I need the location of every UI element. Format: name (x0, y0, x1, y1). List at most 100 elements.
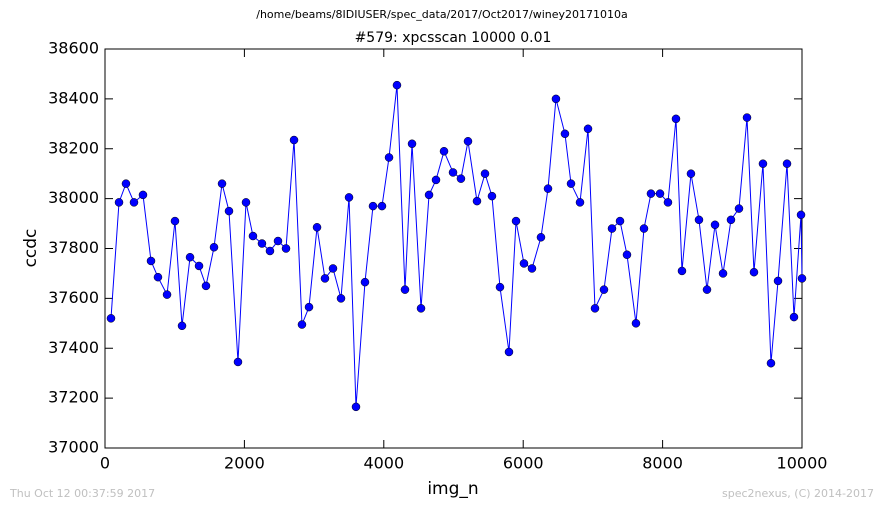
x-axis-label: img_n (427, 479, 478, 499)
data-point (456, 174, 466, 183)
data-point (312, 223, 322, 232)
footer-left: Thu Oct 12 00:37:59 2017 (9, 487, 155, 500)
data-point (209, 243, 219, 252)
data-point (368, 201, 378, 211)
data-point (773, 276, 783, 286)
data-point (304, 302, 314, 312)
data-point (590, 304, 600, 313)
data-point (431, 175, 441, 185)
data-point (543, 184, 553, 193)
data-point (185, 252, 195, 262)
data-point (463, 137, 473, 146)
data-point (622, 250, 632, 259)
y-axis-label: ccdc (21, 229, 41, 268)
data-point (289, 135, 299, 145)
data-point (686, 169, 696, 178)
data-point (671, 114, 681, 124)
data-point (575, 198, 585, 207)
data-point (766, 358, 776, 368)
data-point (407, 139, 417, 149)
data-point (320, 274, 330, 283)
data-point (121, 179, 131, 188)
data-point (273, 236, 283, 246)
data-point (201, 281, 211, 291)
data-point (511, 216, 521, 226)
data-point (504, 347, 514, 357)
data-point (416, 304, 426, 313)
data-point (631, 319, 641, 328)
data-point (351, 402, 361, 412)
y-tick-label: 37000 (48, 438, 99, 457)
data-point (551, 94, 561, 104)
x-tick-label: 0 (100, 454, 110, 473)
data-point (487, 191, 497, 201)
data-point (796, 210, 806, 220)
y-tick-label: 38400 (48, 88, 99, 107)
data-point (248, 231, 258, 241)
data-point (217, 179, 227, 188)
y-tick-label: 38000 (48, 188, 99, 207)
data-point (782, 159, 792, 168)
data-point (392, 80, 402, 90)
data-point (789, 312, 799, 322)
data-point (153, 272, 163, 282)
data-point (583, 124, 593, 134)
chart-subtitle: #579: xpcsscan 10000 0.01 (355, 30, 552, 46)
data-point (224, 206, 234, 216)
data-point (360, 277, 370, 287)
data-point (710, 220, 720, 230)
data-point (718, 269, 728, 278)
data-point (615, 216, 625, 226)
data-point (742, 113, 752, 122)
y-tick-label: 37800 (48, 238, 99, 257)
data-point (233, 357, 243, 367)
x-tick-label: 4000 (363, 454, 404, 473)
data-point (328, 264, 338, 273)
data-point (566, 179, 576, 188)
data-point (702, 285, 712, 294)
data-point (424, 190, 434, 200)
data-point (495, 282, 505, 292)
y-tick-label: 38200 (48, 138, 99, 157)
data-point (114, 198, 124, 207)
x-tick-label: 10000 (777, 454, 828, 473)
plot-frame (104, 48, 803, 449)
data-point (281, 244, 291, 253)
data-point (646, 189, 656, 198)
data-point (106, 314, 116, 323)
data-point (758, 159, 768, 168)
data-point (146, 256, 156, 266)
data-point (480, 169, 490, 178)
data-point (663, 198, 673, 207)
data-point (536, 233, 546, 242)
data-point (194, 261, 204, 271)
data-point (797, 274, 807, 283)
data-point (138, 190, 148, 200)
data-point (439, 146, 449, 156)
data-point (377, 201, 387, 211)
data-point (297, 320, 307, 329)
y-tick-label: 37400 (48, 338, 99, 357)
data-point (170, 216, 180, 226)
data-point (472, 196, 482, 206)
data-point (400, 285, 410, 294)
data-point (129, 198, 139, 207)
data-point (560, 129, 570, 139)
footer-right: spec2nexus, (C) 2014-2017 (722, 487, 874, 500)
x-tick-label: 2000 (224, 454, 265, 473)
x-tick-label: 8000 (642, 454, 683, 473)
data-point (177, 321, 187, 331)
data-point (694, 215, 704, 225)
data-point (336, 294, 346, 303)
data-point (726, 215, 736, 225)
y-tick-label: 37200 (48, 388, 99, 407)
data-point (677, 266, 687, 276)
data-point (448, 168, 458, 177)
data-point (639, 224, 649, 233)
data-point (527, 264, 537, 273)
data-point (257, 239, 267, 248)
data-point (162, 290, 172, 299)
data-point (734, 204, 744, 213)
data-point (265, 246, 275, 256)
